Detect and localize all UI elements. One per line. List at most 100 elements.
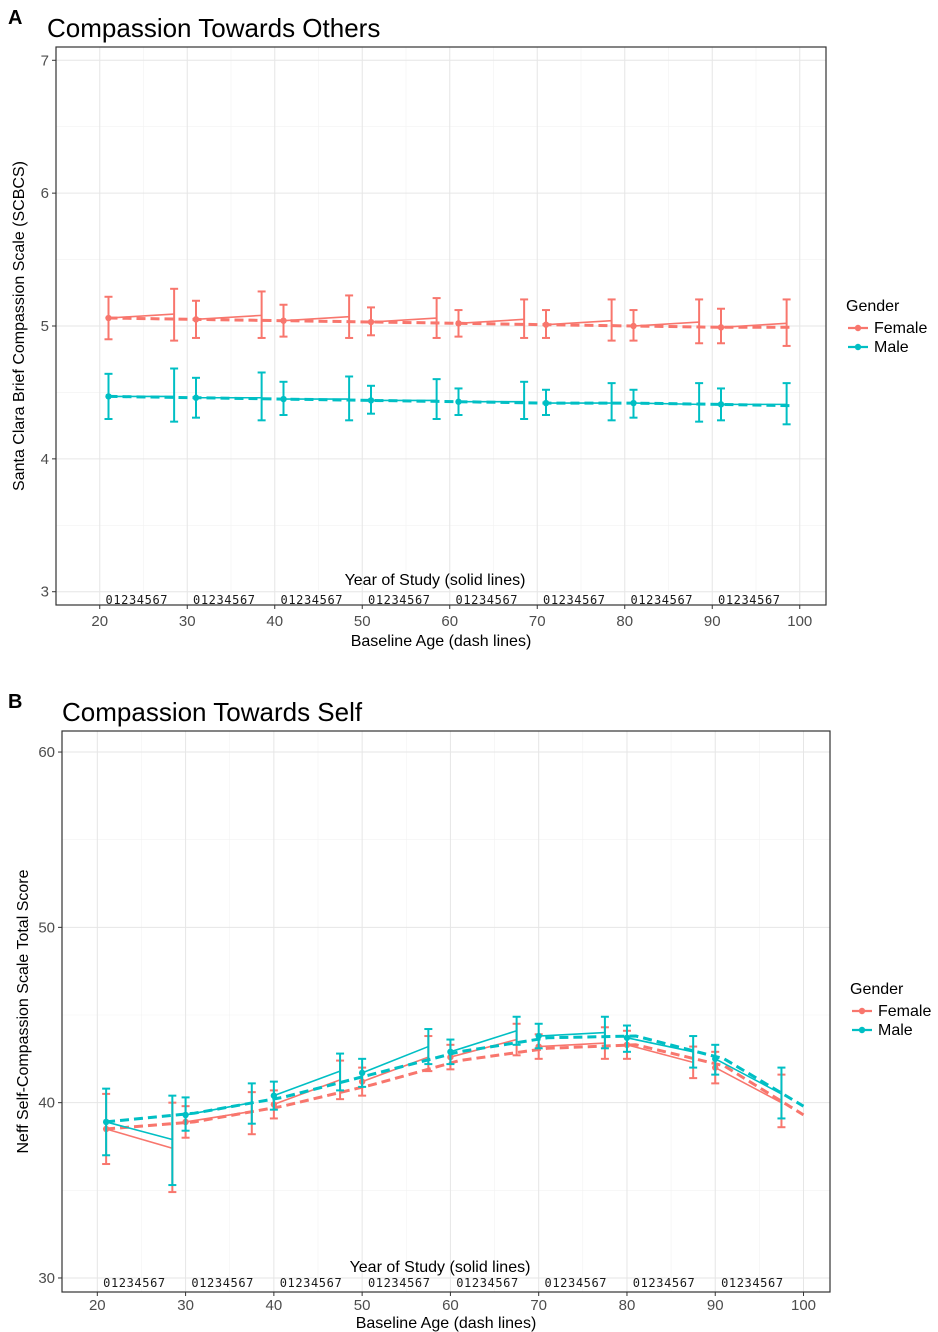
- y-tick-label: 50: [38, 919, 55, 936]
- x-tick-label: 30: [179, 613, 196, 630]
- x-tick-label: 90: [707, 1297, 724, 1314]
- year-label-row: 01234567: [106, 593, 169, 607]
- y-tick-label: 60: [38, 744, 55, 761]
- data-point: [535, 1032, 542, 1040]
- data-point: [105, 314, 112, 322]
- data-point: [712, 1055, 719, 1063]
- year-label-row: 01234567: [456, 593, 519, 607]
- y-tick-label: 3: [41, 584, 49, 601]
- year-of-study-label: Year of Study (solid lines): [350, 1259, 531, 1276]
- data-point: [192, 394, 200, 401]
- solid-line-segment: [714, 1066, 782, 1104]
- chart-title: Compassion Towards Self: [62, 697, 363, 727]
- x-tick-label: 70: [529, 613, 546, 630]
- x-tick-label: 60: [442, 1297, 459, 1314]
- plot-border: [55, 46, 827, 606]
- y-tick-label: 7: [41, 52, 49, 69]
- year-label-row: 01234567: [191, 1276, 254, 1290]
- year-label-row: 01234567: [103, 1276, 166, 1290]
- data-point: [367, 397, 375, 404]
- solid-line-segment: [633, 402, 700, 406]
- year-label-row: 01234567: [631, 593, 694, 607]
- data-point: [367, 318, 375, 326]
- data-point: [455, 398, 462, 405]
- plot-background: [62, 731, 830, 1292]
- year-label-row: 01234567: [368, 1276, 431, 1290]
- legend-key-point: [858, 1007, 866, 1015]
- y-axis-label: Santa Clara Brief Compassion Scale (SCBC…: [11, 161, 28, 491]
- data-point: [542, 399, 550, 407]
- series-male: [104, 367, 792, 426]
- x-tick-label: 80: [619, 1297, 636, 1314]
- y-tick-label: 30: [38, 1270, 55, 1287]
- chart-title: Compassion Towards Others: [47, 13, 380, 43]
- x-tick-label: 50: [354, 613, 371, 630]
- x-tick-label: 80: [616, 613, 633, 630]
- solid-line-segment: [195, 314, 262, 321]
- panel-letter: B: [8, 691, 22, 713]
- data-point: [542, 321, 550, 328]
- solid-line-segment: [626, 1037, 694, 1053]
- solid-line-segment: [361, 1045, 429, 1074]
- y-axis-label: Neff Self-Compassion Scale Total Score: [15, 869, 32, 1153]
- solid-line-segment: [283, 315, 350, 322]
- legend-label-male: Male: [874, 339, 909, 356]
- legend: Gender Female Male: [850, 981, 931, 1039]
- data-point: [623, 1034, 631, 1041]
- x-tick-label: 20: [91, 613, 108, 630]
- x-tick-label: 100: [787, 613, 812, 630]
- solid-line-segment: [633, 321, 700, 327]
- y-tick-label: 4: [41, 451, 49, 468]
- data-point: [182, 1111, 189, 1119]
- year-label-row: 01234567: [280, 1276, 343, 1290]
- solid-line-segment: [626, 1044, 694, 1064]
- solid-line-segment: [450, 1030, 517, 1053]
- legend-key-point: [854, 343, 862, 351]
- solid-line-segment: [545, 319, 612, 326]
- x-axis-label: Baseline Age (dash lines): [351, 633, 532, 650]
- solid-line-segment: [185, 1101, 252, 1116]
- year-label-row: 01234567: [281, 593, 344, 607]
- panel-letter: A: [8, 7, 22, 29]
- data-point: [192, 316, 200, 323]
- legend-title: Gender: [846, 298, 900, 315]
- solid-line-segment: [185, 1110, 252, 1123]
- x-tick-label: 60: [441, 613, 458, 630]
- data-point: [280, 395, 287, 403]
- gridlines: [56, 47, 826, 605]
- legend-key-point: [858, 1026, 866, 1034]
- year-label-row: 01234567: [718, 593, 781, 607]
- year-label-row: 01234567: [456, 1276, 519, 1290]
- solid-line-segment: [538, 1031, 605, 1037]
- year-label-row: 01234567: [193, 593, 256, 607]
- year-of-study-label: Year of Study (solid lines): [345, 572, 526, 589]
- y-tick-label: 5: [41, 318, 49, 335]
- solid-line-segment: [720, 322, 787, 329]
- data-point: [102, 1118, 110, 1126]
- x-tick-label: 70: [530, 1297, 547, 1314]
- legend: Gender Female Male: [846, 298, 927, 356]
- x-tick-label: 20: [89, 1297, 106, 1314]
- data-point: [717, 401, 725, 408]
- data-point: [717, 324, 725, 331]
- data-point: [358, 1069, 366, 1077]
- y-tick-label: 6: [41, 185, 49, 202]
- solid-line-segment: [105, 1121, 173, 1141]
- plot-border: [61, 730, 831, 1293]
- legend-label-female: Female: [878, 1003, 931, 1020]
- legend-key-point: [854, 324, 862, 332]
- data-point: [105, 393, 112, 400]
- solid-line-segment: [370, 317, 437, 323]
- series-male: [102, 1015, 805, 1187]
- solid-line-segment: [273, 1070, 341, 1097]
- year-label-row: 01234567: [633, 1276, 696, 1290]
- x-tick-label: 100: [791, 1297, 816, 1314]
- chart-panel-b: B Compassion Towards Self 20 30 40 50 60 70 80 90…: [8, 691, 931, 1332]
- data-point: [455, 320, 462, 327]
- data-point: [630, 322, 637, 330]
- year-label-row: 01234567: [543, 593, 606, 607]
- solid-line-segment: [458, 318, 525, 325]
- data-point: [630, 399, 637, 407]
- y-tick-label: 40: [38, 1095, 55, 1112]
